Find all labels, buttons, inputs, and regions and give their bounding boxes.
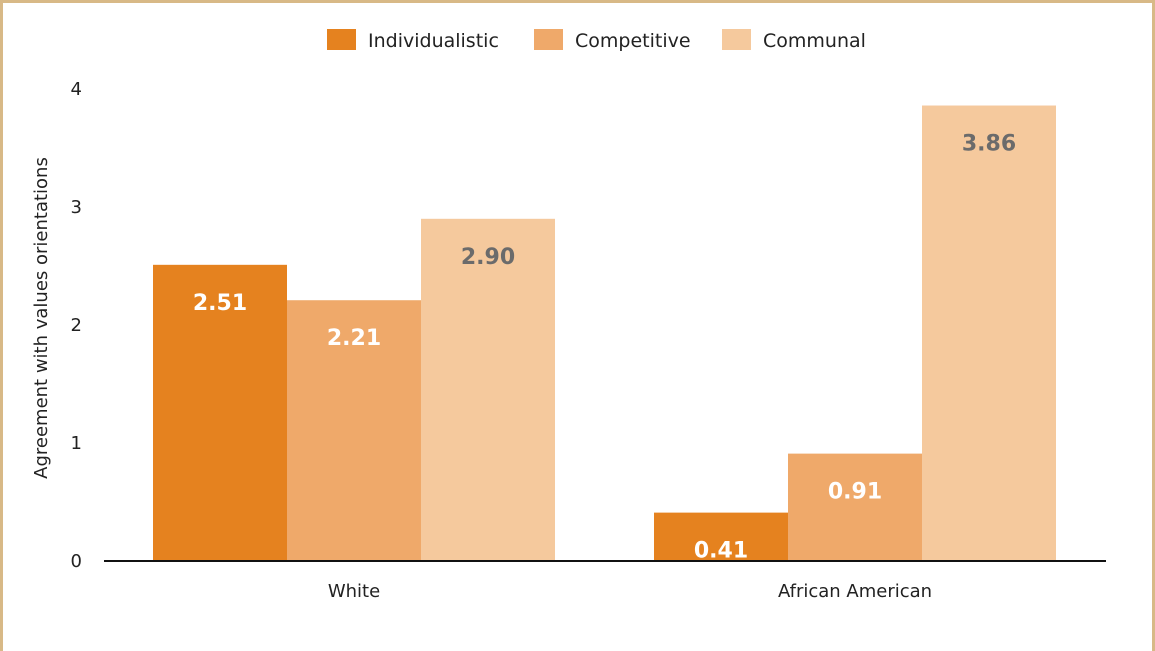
legend-label: Competitive xyxy=(575,30,691,52)
x-category-label: White xyxy=(328,581,380,602)
legend-swatch-communal xyxy=(722,29,751,50)
bar-communal xyxy=(922,105,1056,562)
bars-group: 2.51 2.21 2.90 0.41 0.91 3.86 xyxy=(153,105,1056,564)
legend-label: Individualistic xyxy=(368,30,499,52)
x-axis: White African American xyxy=(328,581,932,602)
chart-legend: Individualistic Competitive Communal xyxy=(327,29,866,52)
data-label: 2.90 xyxy=(461,245,515,270)
y-axis-label: Agreement with values orientations xyxy=(31,157,52,479)
data-label: 3.86 xyxy=(962,132,1016,157)
data-label: 2.21 xyxy=(327,326,381,351)
data-label: 0.91 xyxy=(828,480,882,505)
x-category-label: African American xyxy=(778,581,932,602)
y-tick-label: 1 xyxy=(71,433,82,454)
y-tick-label: 4 xyxy=(71,79,82,100)
legend-swatch-individualistic xyxy=(327,29,356,50)
bar-individualistic xyxy=(654,512,788,561)
y-axis: 0 1 2 3 4 xyxy=(71,79,82,572)
data-label: 2.51 xyxy=(193,291,247,316)
legend-label: Communal xyxy=(763,30,866,52)
legend-swatch-competitive xyxy=(534,29,563,50)
y-tick-label: 2 xyxy=(71,315,82,336)
bar-competitive xyxy=(788,453,922,561)
bar-individualistic xyxy=(153,264,287,561)
data-label: 0.41 xyxy=(694,539,748,564)
y-tick-label: 0 xyxy=(71,551,82,572)
bar-competitive xyxy=(287,300,421,561)
bar-communal xyxy=(421,218,555,562)
y-tick-label: 3 xyxy=(71,197,82,218)
